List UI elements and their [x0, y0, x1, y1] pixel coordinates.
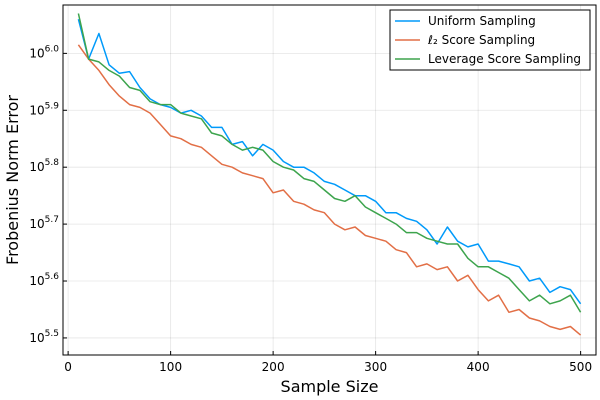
series-line-2: [77, 13, 582, 313]
legend-label-0: Uniform Sampling: [428, 14, 536, 28]
legend: Uniform Sampling ℓ₂ Score Sampling Leverag…: [389, 9, 591, 71]
y-tick-base: 10: [29, 217, 44, 231]
y-tick-exponent: 5.9: [45, 101, 60, 111]
y-tick-label: 105.8: [29, 158, 59, 174]
y-tick-exponent: 6.0: [45, 44, 60, 54]
y-tick-label: 105.6: [29, 272, 59, 288]
y-tick-exponent: 5.6: [45, 272, 60, 282]
legend-box: [389, 9, 591, 71]
x-tick-label: 400: [467, 360, 490, 374]
y-tick-exponent: 5.7: [45, 215, 59, 225]
x-tick-label: 0: [64, 360, 72, 374]
y-tick-label: 105.5: [29, 329, 59, 345]
x-axis-label: Sample Size: [281, 377, 379, 396]
y-tick-base: 10: [29, 160, 44, 174]
y-tick-exponent: 5.5: [45, 329, 59, 339]
legend-label-1: ℓ₂ Score Sampling: [427, 33, 535, 47]
y-tick-base: 10: [29, 331, 44, 345]
y-tick-exponent: 5.8: [45, 158, 60, 168]
series-line-1: [77, 44, 582, 336]
y-tick-label: 105.9: [29, 101, 59, 117]
x-tick-label: 300: [364, 360, 387, 374]
y-tick-label: 106.0: [29, 44, 59, 60]
x-axis-ticks: 0 100 200 300 400 500: [64, 351, 592, 374]
y-tick-base: 10: [29, 46, 44, 60]
x-tick-label: 500: [569, 360, 592, 374]
plot-frame: [62, 4, 597, 356]
x-tick-label: 200: [262, 360, 285, 374]
y-tick-label: 105.7: [29, 215, 59, 231]
legend-label-2: Leverage Score Sampling: [428, 52, 581, 66]
series-lines: [77, 13, 582, 336]
y-tick-base: 10: [29, 274, 44, 288]
y-axis-label: Frobenius Norm Error: [3, 95, 22, 265]
y-tick-base: 10: [29, 103, 44, 117]
x-tick-label: 100: [159, 360, 182, 374]
